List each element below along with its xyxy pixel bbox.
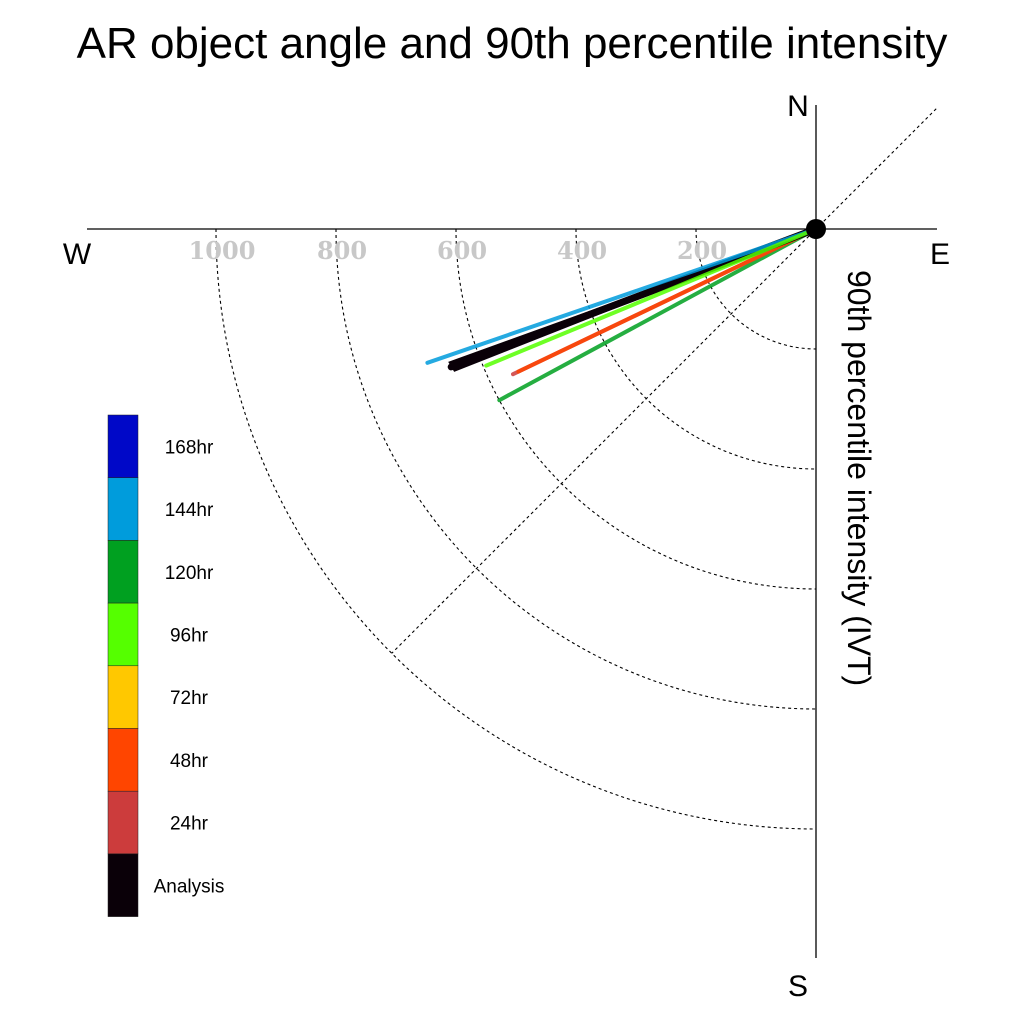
ring-label-1000: 1000	[189, 236, 256, 265]
ring-label-200: 200	[677, 236, 727, 265]
legend-swatch-144hr	[107, 477, 139, 541]
compass-south-label: S	[788, 970, 808, 1003]
compass-west-label: W	[63, 238, 92, 271]
legend-label-96hr: 96hr	[170, 626, 209, 647]
legend-label-analysis: Analysis	[154, 876, 225, 897]
legend-swatch-analysis	[107, 853, 139, 917]
vector-120hr	[497, 227, 818, 403]
vector-analysis-body	[448, 229, 816, 372]
diagonal-guides	[391, 108, 937, 654]
legend-swatch-72hr	[107, 665, 139, 729]
ring-label-400: 400	[557, 236, 607, 265]
ring-200	[695, 228, 817, 350]
series-vectors	[425, 225, 820, 403]
chart-title: AR object angle and 90th percentile inte…	[77, 19, 948, 68]
legend-label-120hr: 120hr	[165, 563, 214, 584]
legend-label-24hr: 24hr	[170, 814, 209, 835]
legend-label-144hr: 144hr	[165, 500, 214, 521]
legend-label-48hr: 48hr	[170, 751, 209, 772]
compass-north-label: N	[787, 90, 809, 123]
legend-label-168hr: 168hr	[165, 437, 214, 458]
legend-swatch-168hr	[107, 414, 139, 478]
compass-east-label: E	[930, 238, 950, 271]
legend-label-72hr: 72hr	[170, 688, 209, 709]
legend-swatch-24hr	[107, 790, 139, 855]
legend-swatch-48hr	[107, 728, 139, 792]
vector-48hr	[516, 227, 818, 374]
radial-axis-label: 90th percentile intensity (IVT)	[841, 270, 877, 686]
vector-96hr	[484, 227, 818, 368]
compass-axes	[87, 105, 937, 958]
legend: 168hr 144hr 120hr 96hr 72hr 48hr 24hr Analysis	[107, 414, 225, 917]
legend-swatch-120hr	[107, 540, 139, 604]
origin-marker	[806, 219, 826, 239]
diagonal-guide	[391, 108, 937, 654]
ring-1000	[215, 228, 817, 830]
ring-label-600: 600	[437, 236, 487, 265]
vector-144hr	[425, 227, 818, 365]
ring-labels: 200 400 600 800 1000	[189, 236, 727, 265]
ring-label-800: 800	[317, 236, 367, 265]
legend-swatch-96hr	[107, 602, 139, 667]
